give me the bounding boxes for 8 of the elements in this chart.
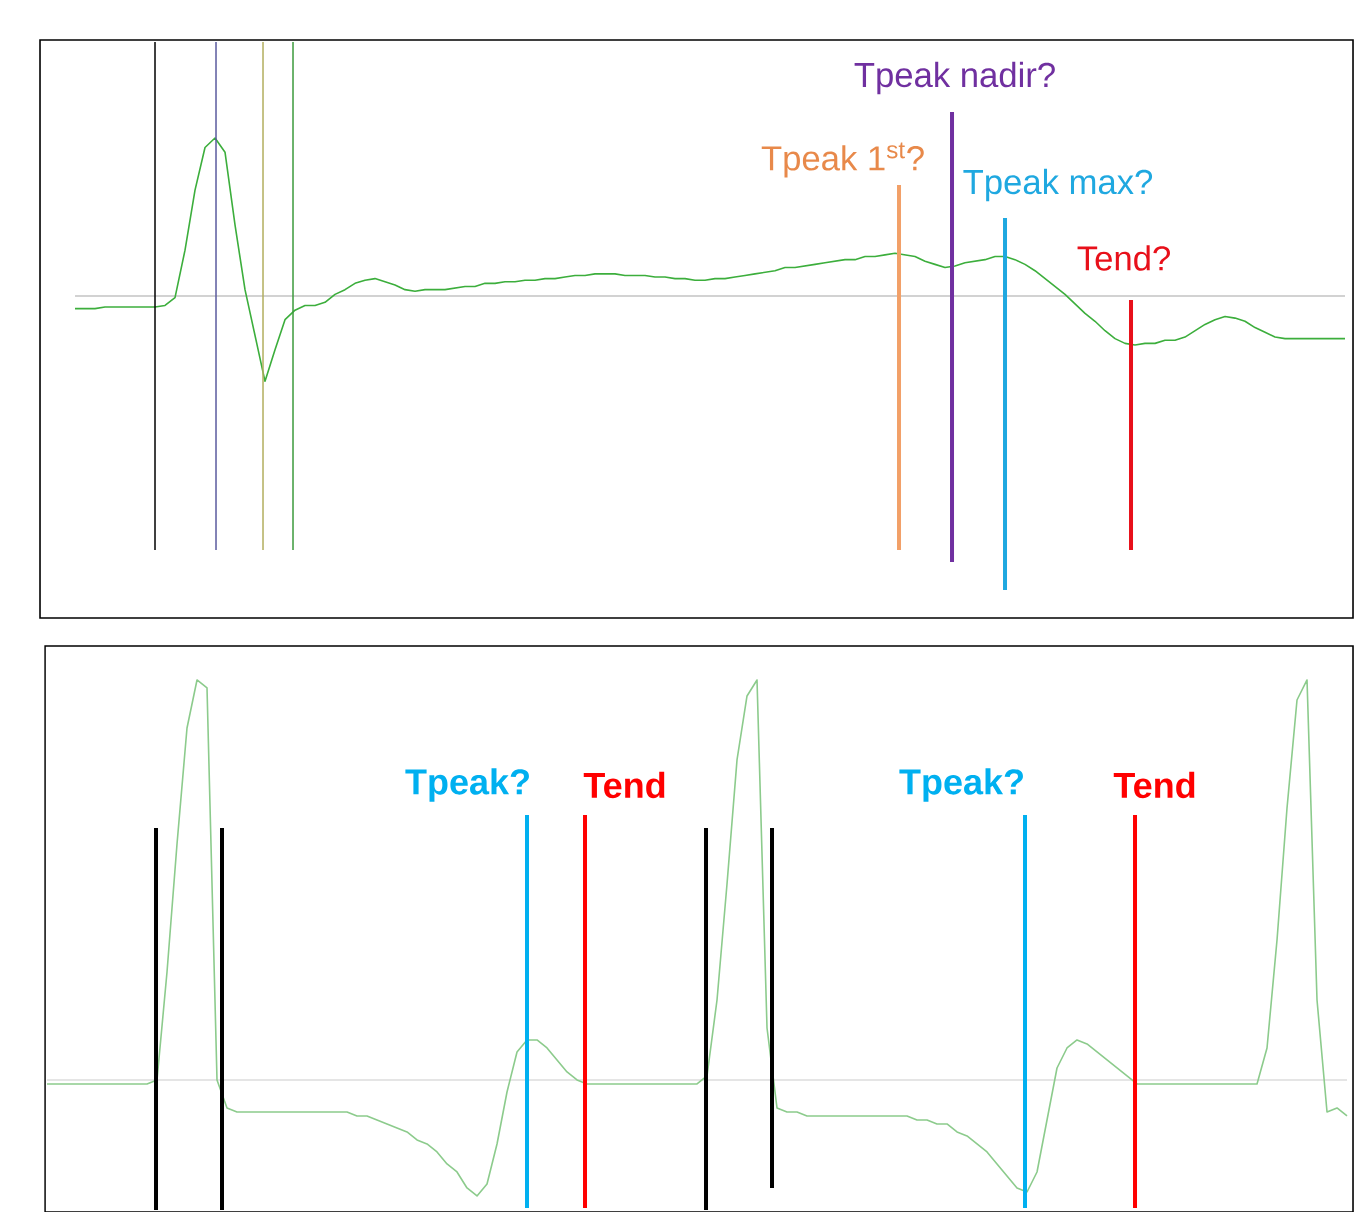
annotation: Tpeak? (899, 768, 1023, 802)
annotation: Tpeak max? (963, 168, 1153, 202)
annotation: Tpeak? (405, 768, 529, 802)
annotation: Tpeak 1$^{st}$? (761, 142, 924, 178)
annotation: Tend (583, 771, 665, 799)
annotation: Tend? (1077, 245, 1170, 271)
annotation: Tend (1113, 771, 1195, 799)
text: Tpeak nadir? (854, 61, 1055, 95)
